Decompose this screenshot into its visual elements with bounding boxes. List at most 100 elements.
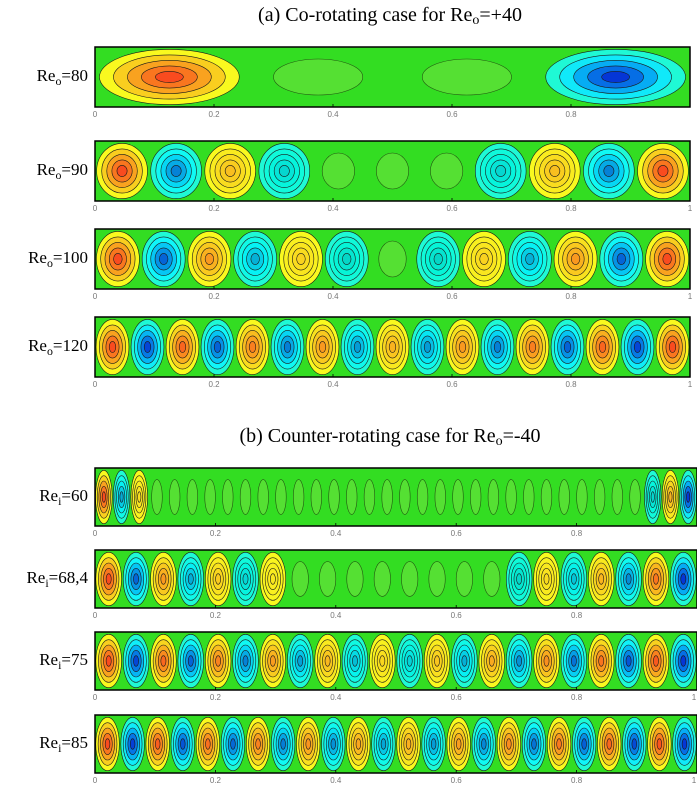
vortex-cell xyxy=(428,561,446,597)
vortex-cell xyxy=(423,341,432,353)
x-tick-label: 0.4 xyxy=(330,693,342,702)
vortex-cell xyxy=(293,479,305,515)
vortex-cell xyxy=(291,561,309,597)
vortex-cell xyxy=(224,165,236,177)
vortex-cell xyxy=(576,479,588,515)
text-part: =-40 xyxy=(503,425,541,447)
section-title: (a) Co-rotating case for Reo=+40 xyxy=(258,4,522,29)
x-tick-label: 0.2 xyxy=(210,776,222,785)
x-tick-label: 0 xyxy=(93,292,98,301)
vortex-cell xyxy=(401,561,419,597)
panel-label: Reo=90 xyxy=(37,160,88,182)
panel-label: Reo=120 xyxy=(28,336,88,358)
vortex-cell xyxy=(650,491,655,503)
vortex-cell xyxy=(375,152,410,190)
x-tick-label: 0.4 xyxy=(327,110,339,119)
panel-label: Rei=85 xyxy=(39,733,88,755)
vortex-cell xyxy=(318,341,327,353)
x-tick-label: 0.8 xyxy=(571,529,583,538)
vortex-cell xyxy=(581,738,587,750)
vortex-cell xyxy=(421,58,512,96)
text-part: Re xyxy=(39,486,58,505)
panel-frame xyxy=(94,140,691,202)
x-tick-label: 0.2 xyxy=(210,611,222,620)
vortex-cell xyxy=(363,479,376,515)
vortex-cell xyxy=(570,253,581,265)
x-tick-label: 0.6 xyxy=(451,611,463,620)
vortex-cell xyxy=(187,655,194,667)
x-tick-label: 0.8 xyxy=(565,110,577,119)
x-tick-label: 0 xyxy=(93,204,98,213)
vortex-cell xyxy=(113,253,123,265)
vortex-cell xyxy=(129,738,136,750)
text-part: Re xyxy=(28,336,47,355)
vortex-cell xyxy=(296,253,306,265)
vortex-cell xyxy=(558,479,570,515)
vortex-cell xyxy=(204,253,215,265)
x-tick-label: 0 xyxy=(93,611,98,620)
vortex-cell xyxy=(186,479,198,515)
vortex-cell xyxy=(631,738,637,750)
vortex-cell xyxy=(257,479,269,515)
vortex-cell xyxy=(388,341,397,353)
text-part: Re xyxy=(28,248,47,267)
vortex-cell xyxy=(108,341,117,353)
text-part: =+40 xyxy=(479,4,522,26)
vortex-cell xyxy=(381,479,393,515)
vortex-cell xyxy=(493,341,502,353)
vortex-cell xyxy=(213,341,222,353)
vortex-cell xyxy=(133,573,139,585)
x-tick-label: 0 xyxy=(93,529,98,538)
vortex-cell xyxy=(330,738,336,750)
vortex-cell xyxy=(269,655,276,667)
vortex-cell xyxy=(680,573,687,585)
vortex-cell xyxy=(104,738,111,750)
vortex-cell xyxy=(405,738,412,750)
vortex-cell xyxy=(105,573,112,585)
vortex-cell xyxy=(461,655,468,667)
vortex-cell xyxy=(248,341,257,353)
vortex-cell xyxy=(151,479,163,515)
vortex-cell xyxy=(495,165,507,177)
vortex-cell xyxy=(215,655,222,667)
x-tick-label: 0.4 xyxy=(327,204,339,213)
text-part: =60 xyxy=(61,486,88,505)
text-part: =120 xyxy=(53,336,88,355)
x-tick-label: 0 xyxy=(93,380,98,389)
x-tick-label: 0.6 xyxy=(451,693,463,702)
vortex-cell xyxy=(543,655,550,667)
vortex-cell xyxy=(653,655,659,667)
vortex-cell xyxy=(662,253,672,265)
vortex-cell xyxy=(540,479,553,515)
vortex-cell xyxy=(430,152,464,190)
vortex-cell xyxy=(273,58,364,96)
vortex-cell xyxy=(379,655,386,667)
subscript: o xyxy=(496,434,503,449)
panel-label: Rei=75 xyxy=(39,650,88,672)
vortex-cell xyxy=(481,738,487,750)
vortex-cell xyxy=(657,165,669,177)
vortex-cell xyxy=(668,341,677,353)
vortex-cell xyxy=(230,738,236,750)
text-part: Re xyxy=(37,66,56,85)
vortex-cell xyxy=(116,165,128,177)
panel-frame xyxy=(94,228,691,290)
panel-frame xyxy=(94,631,697,691)
x-tick-label: 0.4 xyxy=(330,611,342,620)
vortex-cell xyxy=(601,71,630,83)
vortex-cell xyxy=(570,655,577,667)
vortex-cell xyxy=(373,561,391,597)
x-tick-label: 0.6 xyxy=(446,292,458,301)
vortex-cell xyxy=(278,165,290,177)
vortex-cell xyxy=(283,341,292,353)
x-tick-label: 0 xyxy=(93,776,98,785)
x-tick-label: 0.2 xyxy=(208,380,220,389)
x-tick-label: 0.2 xyxy=(208,292,220,301)
text-part: Re xyxy=(26,568,45,587)
vortex-cell xyxy=(353,341,362,353)
x-tick-label: 0.4 xyxy=(330,776,342,785)
x-tick-label: 0.8 xyxy=(565,380,577,389)
vortex-cell xyxy=(549,165,561,177)
vortex-cell xyxy=(170,165,182,177)
vortex-cell xyxy=(629,479,641,515)
